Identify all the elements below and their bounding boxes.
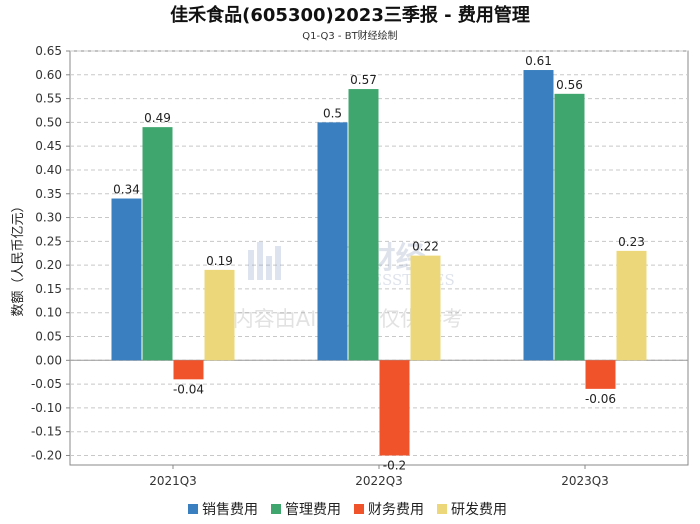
data-label: 0.22: [412, 240, 439, 254]
y-tick-label: 0.60: [35, 68, 62, 82]
y-tick-label: 0.30: [35, 211, 62, 225]
legend-swatch: [271, 504, 281, 514]
y-tick-label: 0.50: [35, 115, 62, 129]
y-tick-label: -0.05: [31, 377, 62, 391]
chart-title: 佳禾食品(605300)2023三季报 - 费用管理: [170, 4, 530, 26]
bar: [585, 360, 616, 389]
bar: [348, 89, 379, 361]
data-label: 0.19: [206, 254, 233, 268]
x-tick-label: 2023Q3: [561, 474, 609, 488]
y-tick-label: 0.45: [35, 139, 62, 153]
y-tick-label: 0.25: [35, 234, 62, 248]
data-label: 0.5: [323, 106, 342, 120]
bar: [204, 269, 235, 361]
y-tick-label: 0.05: [35, 330, 62, 344]
legend-swatch: [188, 504, 198, 514]
y-tick-label: 0.15: [35, 282, 62, 296]
data-label: 0.57: [350, 73, 377, 87]
grid-lines: [70, 50, 688, 456]
legend-swatch: [354, 504, 364, 514]
y-tick-label: -0.10: [31, 401, 62, 415]
y-tick-label: 0.20: [35, 258, 62, 272]
bar: [111, 198, 142, 361]
y-tick-label: 0.00: [35, 353, 62, 367]
bars: 0.34 0.49 -0.04 0.19 0.5 0.57 -0.2 0.22 0.61 0.56…: [111, 54, 647, 472]
legend-label: 销售费用: [202, 502, 258, 518]
chart-subtitle: Q1-Q3 - BT财经绘制: [302, 29, 397, 42]
y-tick-label: 0.40: [35, 163, 62, 177]
legend-label: 财务费用: [368, 502, 424, 518]
legend-swatch: [437, 504, 447, 514]
y-tick-label: 0.65: [35, 44, 62, 58]
data-label: 0.49: [144, 111, 171, 125]
bar: [410, 255, 441, 361]
data-label: -0.04: [173, 382, 204, 396]
y-tick-label: 0.55: [35, 92, 62, 106]
data-label: 0.23: [618, 235, 645, 249]
x-tick-label: 2021Q3: [149, 474, 197, 488]
x-tick-label: 2022Q3: [355, 474, 403, 488]
y-axis-label: 数额（人民币亿元）: [11, 199, 26, 316]
y-tick-label: -0.20: [31, 448, 62, 462]
bar: [379, 360, 410, 456]
y-tick-label: 0.35: [35, 187, 62, 201]
bar: [523, 70, 554, 361]
legend-label: 研发费用: [451, 502, 507, 518]
y-axis: -0.20 -0.15 -0.10 -0.05 0.00 0.05 0.10 0.15 0.20…: [31, 44, 70, 462]
legend-label: 管理费用: [285, 502, 341, 518]
data-label: 0.56: [556, 78, 583, 92]
legend: 销售费用 管理费用 财务费用 研发费用: [188, 502, 507, 518]
y-tick-label: -0.15: [31, 425, 62, 439]
bar: [317, 122, 348, 361]
bar: [142, 127, 173, 361]
x-axis: 2021Q3 2022Q3 2023Q3: [149, 465, 609, 488]
data-label: -0.2: [383, 458, 406, 472]
bar: [616, 250, 647, 361]
data-label: -0.06: [585, 392, 616, 406]
y-tick-label: 0.10: [35, 306, 62, 320]
plot-area: [69, 50, 689, 466]
data-label: 0.61: [525, 54, 552, 68]
bar: [173, 360, 204, 380]
data-label: 0.34: [113, 183, 140, 197]
bt-logo-icon: [248, 242, 281, 280]
bar: [554, 93, 585, 361]
